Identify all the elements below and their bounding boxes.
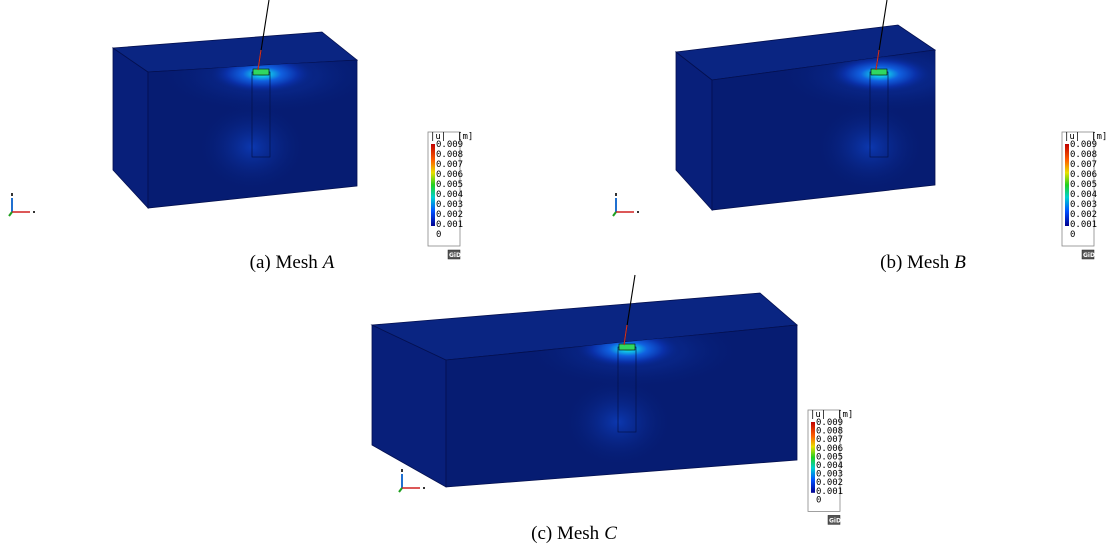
color-bar — [811, 422, 815, 493]
legend-label: 0.006 — [816, 444, 843, 454]
pile-rod-hot — [623, 324, 628, 346]
axis-y — [8, 211, 13, 217]
logo-badge — [827, 515, 841, 525]
logo-badge — [447, 249, 461, 260]
legend-label: 0.008 — [1070, 150, 1097, 160]
caption: (b) Mesh B — [880, 252, 966, 273]
color-bar — [1065, 144, 1069, 226]
caption-variable: B — [954, 252, 966, 273]
legend-label: 0.007 — [1070, 160, 1097, 170]
axis-label-z — [615, 193, 617, 196]
legend-label: 0.007 — [816, 435, 843, 445]
axis-label-x — [33, 211, 35, 213]
legend-label: 0.009 — [436, 140, 463, 150]
pile-head — [252, 68, 270, 76]
legend-title: |u| [m] — [430, 132, 473, 142]
panel: |u| [m]0.0090.0080.0070.0060.0050.0040.0… — [370, 274, 853, 544]
caption-variable: C — [604, 523, 617, 544]
logo-badge — [1081, 249, 1095, 260]
axis-y — [398, 487, 403, 493]
axis-label-z — [401, 469, 403, 472]
pile-head — [618, 343, 636, 351]
legend-label: 0.003 — [436, 200, 463, 210]
color-bar — [431, 144, 435, 226]
legend-label: 0.006 — [436, 170, 463, 180]
caption: (c) Mesh C — [531, 523, 617, 544]
caption-label: (b) Mesh — [880, 252, 950, 273]
panel: |u| [m]0.0090.0080.0070.0060.0050.0040.0… — [8, 0, 473, 273]
logo-text: GiD — [829, 517, 841, 524]
legend-label: 0.004 — [1070, 190, 1097, 200]
legend-label: 0.004 — [436, 190, 463, 200]
axis-label-x — [423, 487, 425, 489]
legend-label: 0.009 — [816, 418, 843, 428]
legend-label: 0.005 — [436, 180, 463, 190]
caption-label: (a) Mesh — [250, 252, 319, 273]
box-side — [112, 47, 149, 210]
caption-label: (c) Mesh — [531, 523, 600, 544]
legend-label: 0.003 — [1070, 200, 1097, 210]
axis-y — [612, 211, 617, 217]
logo-text: GiD — [1083, 252, 1095, 259]
caption: (a) Mesh A — [250, 252, 335, 273]
legend-label: 0.003 — [816, 470, 843, 480]
legend-label: 0.005 — [816, 452, 843, 462]
legend-label: 0 — [1070, 230, 1075, 240]
legend-label: 0.001 — [436, 220, 463, 230]
legend-label: 0.002 — [436, 210, 463, 220]
pile-head — [870, 68, 888, 76]
legend-label: 0.002 — [1070, 210, 1097, 220]
legend-label: 0.001 — [816, 487, 843, 497]
legend-title: |u| [m] — [810, 410, 853, 420]
legend-title: |u| [m] — [1064, 132, 1107, 142]
caption-variable: A — [321, 252, 335, 273]
logo-text: GiD — [449, 252, 461, 259]
legend-label: 0.008 — [816, 427, 843, 437]
legend-label: 0.006 — [1070, 170, 1097, 180]
legend-label: 0.001 — [1070, 220, 1097, 230]
axis-label-z — [11, 193, 13, 196]
legend-label: 0 — [436, 230, 441, 240]
legend-label: 0 — [816, 495, 821, 505]
legend-label: 0.002 — [816, 478, 843, 488]
panel: |u| [m]0.0090.0080.0070.0060.0050.0040.0… — [612, 0, 1107, 273]
legend-label: 0.008 — [436, 150, 463, 160]
pile-rod-hot — [875, 49, 880, 71]
legend-label: 0.007 — [436, 160, 463, 170]
axis-label-x — [637, 211, 639, 213]
legend-label: 0.005 — [1070, 180, 1097, 190]
legend-label: 0.009 — [1070, 140, 1097, 150]
legend-label: 0.004 — [816, 461, 843, 471]
pile-rod-hot — [257, 49, 262, 71]
